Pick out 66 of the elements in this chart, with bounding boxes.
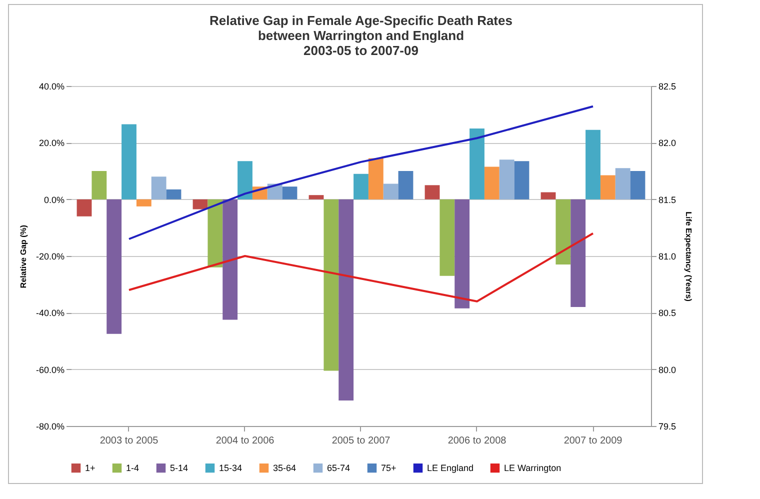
legend-label: 15-34 <box>219 463 242 474</box>
bar <box>222 199 238 320</box>
bar <box>586 130 600 200</box>
y-tick-label: -20.0% <box>36 252 64 262</box>
bar <box>122 124 136 200</box>
bar <box>615 168 630 200</box>
bar <box>208 199 223 268</box>
bar <box>454 199 470 308</box>
bar <box>499 160 514 200</box>
y2-tick-label: 82.5 <box>658 82 676 92</box>
bar <box>630 171 646 200</box>
bar <box>192 199 208 210</box>
y-tick-label: 40.0% <box>38 82 64 92</box>
chart-title: Relative Gap in Female Age-Specific Death Rates between Warrington and England 2003-05 to 2007-09 <box>210 13 512 58</box>
bar <box>484 166 500 200</box>
line-series <box>128 105 594 240</box>
y2-tick-label: 80.0 <box>658 364 676 375</box>
legend-label: 35-64 <box>273 463 296 474</box>
bar <box>514 161 530 200</box>
y-tick-label: 20.0% <box>38 138 64 148</box>
y-axis-title: Relative Gap (%) <box>18 224 28 288</box>
x-tick-label: 2003 to 2005 <box>100 436 159 446</box>
bar <box>556 199 571 264</box>
bar <box>324 199 339 371</box>
legend-label: LE England <box>427 463 474 474</box>
x-tick-label: 2004 to 2006 <box>216 436 275 446</box>
y-tick-label: -40.0% <box>36 308 64 318</box>
line-series <box>128 232 594 302</box>
bar <box>92 171 107 200</box>
bar <box>151 176 166 200</box>
bar <box>368 158 384 200</box>
y-tick-label: 0.0% <box>44 194 64 205</box>
y2-tick-label: 79.5 <box>658 422 676 432</box>
y2-axis-title: Life Expectancy (Years) <box>684 212 694 302</box>
legend-label: 1+ <box>85 463 96 474</box>
y2-tick-label: 81.0 <box>658 252 676 262</box>
y-tick-label: -80.0% <box>36 422 64 432</box>
bar <box>540 192 556 200</box>
legend-label: LE Warrington <box>504 463 562 474</box>
legend-label: 75+ <box>381 463 396 474</box>
bar <box>440 199 455 276</box>
bar <box>424 185 440 200</box>
x-tick-label: 2007 to 2009 <box>564 436 623 446</box>
bar <box>76 199 92 216</box>
bar <box>354 174 368 200</box>
legend-label: 1-4 <box>126 463 140 474</box>
bar <box>600 175 616 200</box>
bar <box>308 195 324 200</box>
x-tick-label: 2005 to 2007 <box>332 436 391 446</box>
y2-tick-label: 81.5 <box>658 194 676 205</box>
bar <box>338 199 354 400</box>
legend-label: 65-74 <box>327 463 350 474</box>
bar <box>398 171 414 200</box>
bar <box>470 128 484 200</box>
bar <box>106 199 122 334</box>
bar <box>166 189 182 200</box>
bar <box>570 199 586 307</box>
y-tick-label: -60.0% <box>36 364 64 375</box>
bar <box>136 199 152 206</box>
bar <box>282 186 298 200</box>
legend-label: 5-14 <box>170 463 188 474</box>
x-tick-label: 2006 to 2008 <box>448 436 507 446</box>
y2-tick-label: 82.0 <box>658 138 676 148</box>
y2-tick-label: 80.5 <box>658 308 676 318</box>
bar <box>238 161 252 200</box>
bar <box>383 184 398 200</box>
